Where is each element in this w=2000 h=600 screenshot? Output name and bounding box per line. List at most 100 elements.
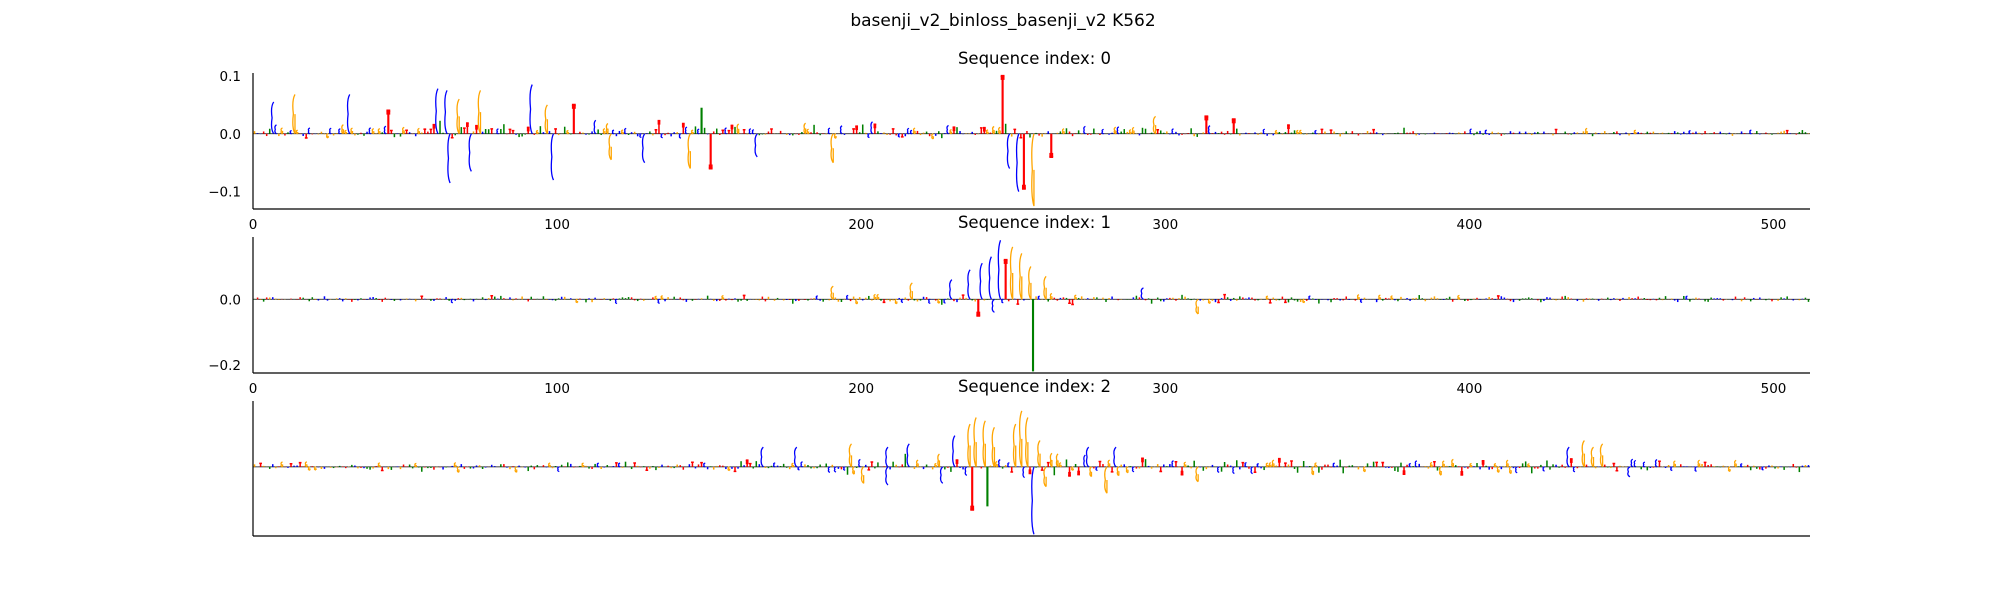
logo-peak xyxy=(687,133,691,169)
logo-peak xyxy=(991,427,996,468)
logo-glyph xyxy=(344,129,348,135)
logo-peak xyxy=(1627,466,1631,478)
logo-glyph xyxy=(943,298,946,304)
panel-2: Sequence index: 2 xyxy=(252,377,1810,537)
logo-glyph xyxy=(703,462,706,468)
logo-glyph xyxy=(1074,294,1077,300)
logo-glyph xyxy=(511,129,515,134)
logo-peak xyxy=(1009,246,1014,300)
logo-glyph xyxy=(876,293,880,300)
logo-glyph xyxy=(377,127,381,135)
logo-peak xyxy=(1037,440,1041,468)
panels: Sequence index: 0 0 100 200 300 400 500 −0.1 0.0… xyxy=(208,49,1810,537)
logo-glyph xyxy=(870,121,873,135)
logo-glyph xyxy=(1007,462,1010,468)
logo-glyph xyxy=(1061,128,1065,135)
logo-glyph xyxy=(678,133,682,139)
logo-glyph xyxy=(827,127,831,135)
logo-glyph xyxy=(873,293,877,300)
logo-glyph xyxy=(1493,462,1497,468)
logo-glyph xyxy=(1356,294,1360,300)
logo-peak xyxy=(1018,253,1023,300)
logo-glyph xyxy=(1761,466,1764,471)
x-tick-label: 0 xyxy=(249,217,258,233)
y-tick-label: 0.1 xyxy=(220,69,241,85)
logo-glyph xyxy=(1083,125,1086,135)
x-tick-label: 300 xyxy=(1152,381,1178,397)
logo-glyph xyxy=(791,462,795,468)
logo-glyph xyxy=(1451,458,1454,468)
logo-glyph xyxy=(727,129,731,134)
logo-glyph xyxy=(274,124,277,135)
logo-peak xyxy=(979,262,983,300)
x-tick-label: 500 xyxy=(1761,217,1787,233)
logo-glyph xyxy=(401,126,405,135)
logo-glyph xyxy=(1703,461,1707,467)
x-tick-label: 400 xyxy=(1457,217,1483,233)
logo-glyph xyxy=(280,461,284,468)
logo-glyph xyxy=(1207,298,1211,304)
logo-glyph xyxy=(1496,295,1500,300)
logo-glyph xyxy=(770,128,773,134)
logo-peak xyxy=(860,466,865,484)
logo-glyph xyxy=(690,129,694,135)
logo-glyph xyxy=(371,128,375,135)
logo-peak xyxy=(939,466,944,484)
logo-glyph xyxy=(733,466,737,473)
logo-peak xyxy=(292,94,296,135)
logo-glyph xyxy=(985,129,989,135)
logo-glyph xyxy=(1630,458,1634,468)
y-tick-label: −0.2 xyxy=(208,358,241,374)
logo-peak xyxy=(1018,410,1023,468)
logo-glyph xyxy=(897,133,901,138)
logo-glyph xyxy=(596,462,599,468)
logo-glyph xyxy=(575,298,579,304)
logo-glyph xyxy=(1244,461,1247,468)
logo-marks xyxy=(253,410,1810,535)
logo-glyph xyxy=(1654,458,1658,468)
panel-title: Sequence index: 1 xyxy=(958,213,1111,232)
logo-glyph xyxy=(1068,299,1071,304)
logo-glyph xyxy=(420,295,424,300)
logo-glyph xyxy=(1128,129,1132,135)
logo-peak xyxy=(477,90,482,135)
logo-glyph xyxy=(721,129,725,134)
logo-peak xyxy=(848,443,853,468)
logo-glyph xyxy=(1633,459,1637,468)
logo-glyph xyxy=(1241,461,1245,467)
logo-glyph xyxy=(1116,466,1120,477)
logo-peak xyxy=(346,94,351,135)
logo-glyph xyxy=(1469,462,1473,468)
logo-peak xyxy=(909,282,913,300)
logo-glyph xyxy=(991,125,995,135)
logo-peak xyxy=(982,420,986,468)
logo-glyph xyxy=(931,133,934,140)
logo-glyph xyxy=(845,294,849,300)
logo-peak xyxy=(949,279,953,300)
logo-peak xyxy=(885,466,889,486)
logo-glyph xyxy=(1262,128,1266,135)
x-tick-label: 500 xyxy=(1761,381,1787,397)
logo-glyph xyxy=(1250,466,1253,475)
x-tick-label: 200 xyxy=(848,381,874,397)
logo-glyph xyxy=(994,460,998,468)
logo-glyph xyxy=(1101,128,1104,135)
logo-peak xyxy=(967,423,971,468)
logo-peak xyxy=(447,133,451,184)
logo-glyph xyxy=(1098,460,1102,467)
logo-peak xyxy=(906,443,910,468)
panel-0: Sequence index: 0 0 100 200 300 400 500 −0.1 0.0… xyxy=(208,49,1810,233)
logo-glyph xyxy=(1515,466,1518,474)
logo-glyph xyxy=(1496,466,1500,473)
logo-glyph xyxy=(1508,466,1512,475)
logo-glyph xyxy=(751,129,755,135)
logo-peak xyxy=(571,103,576,134)
logo-glyph xyxy=(700,461,703,467)
x-tick-label: 400 xyxy=(1457,381,1483,397)
logo-glyph xyxy=(1253,466,1257,474)
logo-glyph xyxy=(280,127,284,135)
logo-peak xyxy=(793,446,798,468)
logo-glyph xyxy=(1116,126,1120,135)
logo-glyph xyxy=(620,129,624,135)
logo-peak xyxy=(1085,446,1090,468)
